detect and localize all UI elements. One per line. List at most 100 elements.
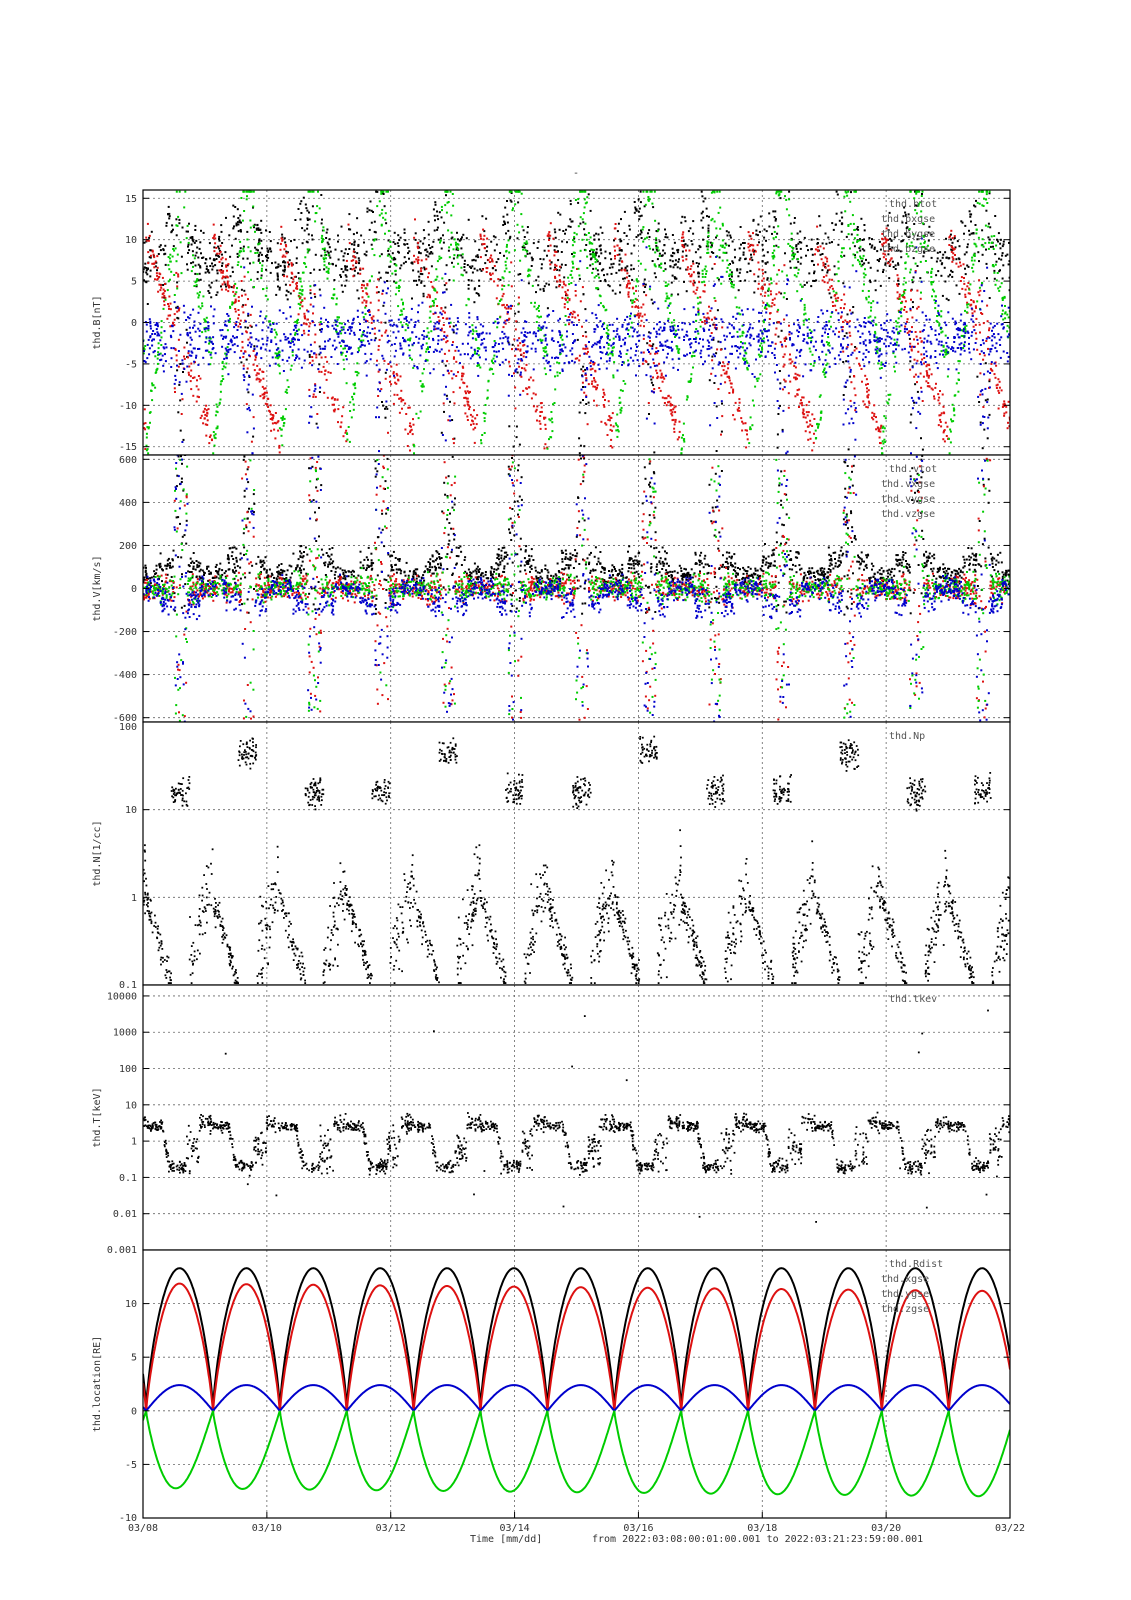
- thd-bxgse-point: [330, 397, 333, 400]
- thd-btot-point: [897, 249, 900, 252]
- thd-bygse-point: [1002, 318, 1005, 321]
- thd-btot-point: [806, 281, 808, 284]
- thd-bygse-point: [551, 430, 554, 433]
- thd-bxgse-point: [909, 342, 912, 345]
- thd-bygse-point: [546, 353, 549, 356]
- thd-btot-point: [821, 242, 824, 245]
- thd-btot-point: [747, 262, 750, 265]
- thd-bxgse-point: [508, 365, 511, 368]
- thd-bzgse-point: [319, 347, 322, 350]
- thd-bxgse-point: [953, 235, 956, 238]
- thd-bzgse-point: [979, 344, 982, 346]
- thd-bxgse-point: [672, 408, 675, 411]
- thd-bxgse-point: [820, 258, 823, 261]
- thd-bxgse-point: [466, 390, 469, 393]
- thd-bxgse-point: [689, 280, 692, 283]
- thd-btot-point: [624, 267, 627, 270]
- thd-bxgse-point: [571, 316, 574, 319]
- thd-bxgse-point: [720, 374, 723, 377]
- thd-bzgse-point: [780, 343, 783, 346]
- thd-btot-point: [945, 256, 948, 259]
- thd-btot-point: [655, 248, 658, 251]
- thd-bygse-point: [425, 350, 428, 353]
- thd-btot-point: [197, 256, 200, 259]
- thd-bygse-point: [611, 354, 614, 357]
- thd-btot-point: [798, 241, 801, 243]
- thd-bxgse-point: [783, 337, 786, 340]
- thd-bygse-point: [433, 288, 436, 291]
- thd-bxgse-point: [727, 367, 730, 370]
- thd-bxgse-point: [674, 405, 677, 408]
- thd-bxgse-point: [920, 340, 923, 343]
- thd-btot-point: [664, 268, 667, 271]
- thd-bygse-point: [607, 347, 610, 350]
- thd-btot-point: [236, 255, 239, 258]
- thd-btot-point: [246, 326, 249, 329]
- thd-btot-point: [196, 246, 199, 249]
- thd-bygse-point: [169, 278, 171, 281]
- thd-bxgse-point: [567, 316, 570, 318]
- thd-bygse-point: [321, 234, 324, 237]
- thd-bxgse-point: [558, 274, 561, 277]
- thd-bxgse-point: [408, 406, 411, 409]
- thd-bygse-point: [854, 256, 857, 259]
- thd-bxgse-point: [711, 359, 714, 362]
- thd-bygse-point: [599, 302, 602, 305]
- thd-bygse-point: [561, 338, 564, 341]
- thd-bxgse-point: [465, 392, 467, 395]
- thd-bygse-point: [893, 365, 896, 368]
- thd-btot-point: [247, 314, 250, 317]
- thd-btot-point: [404, 260, 407, 263]
- thd-bygse-point: [194, 281, 197, 284]
- thd-btot-point: [478, 285, 481, 287]
- thd-bxgse-point: [591, 380, 594, 383]
- thd-bxgse-point: [814, 248, 817, 251]
- thd-bxgse-point: [952, 252, 955, 255]
- thd-bxgse-point: [937, 424, 940, 427]
- thd-btot-point: [145, 271, 148, 274]
- thd-bygse-point: [352, 408, 355, 411]
- thd-bxgse-point: [264, 402, 267, 405]
- thd-bygse-point: [290, 364, 293, 367]
- thd-btot-point: [537, 275, 540, 278]
- thd-bxgse-point: [513, 338, 516, 341]
- thd-bygse-point: [525, 250, 528, 253]
- thd-bygse-point: [494, 320, 497, 323]
- thd-bxgse-point: [156, 266, 159, 269]
- thd-btot-point: [923, 250, 926, 253]
- thd-btot-point: [988, 413, 991, 416]
- thd-bygse-point: [520, 213, 523, 216]
- thd-bygse-point: [527, 273, 530, 276]
- thd-btot-point: [610, 258, 613, 261]
- thd-bxgse-point: [177, 275, 180, 278]
- thd-bxgse-point: [738, 401, 741, 404]
- thd-bxgse-point: [928, 385, 931, 388]
- thd-btot-point: [571, 220, 574, 223]
- thd-bxgse-point: [702, 290, 705, 293]
- thd-bygse-point: [741, 334, 744, 337]
- thd-bygse-point: [960, 334, 963, 337]
- thd-bygse-point: [471, 328, 474, 331]
- thd-btot-point: [715, 405, 718, 408]
- thd-btot-point: [176, 305, 179, 308]
- thd-btot-point: [379, 276, 382, 279]
- thd-bxgse-point: [858, 364, 861, 367]
- thd-bxgse-point: [543, 416, 545, 419]
- thd-bxgse-point: [927, 382, 930, 384]
- thd-bygse-point: [743, 358, 745, 361]
- thd-bxgse-point: [269, 418, 272, 420]
- thd-bygse-point: [385, 190, 388, 193]
- thd-bygse-point: [977, 236, 980, 239]
- thd-btot-point: [507, 341, 510, 344]
- thd-btot-point: [914, 383, 917, 386]
- thd-btot-point: [268, 231, 271, 233]
- thd-bzgse-point: [322, 347, 324, 350]
- thd-btot-point: [954, 246, 957, 249]
- thd-btot-point: [618, 269, 621, 272]
- thd-bxgse-point: [692, 290, 695, 293]
- thd-btot-point: [569, 203, 572, 206]
- thd-bygse-point: [327, 272, 330, 274]
- thd-bxgse-point: [300, 301, 303, 304]
- thd-bygse-point: [909, 268, 912, 271]
- thd-bygse-point: [483, 432, 486, 434]
